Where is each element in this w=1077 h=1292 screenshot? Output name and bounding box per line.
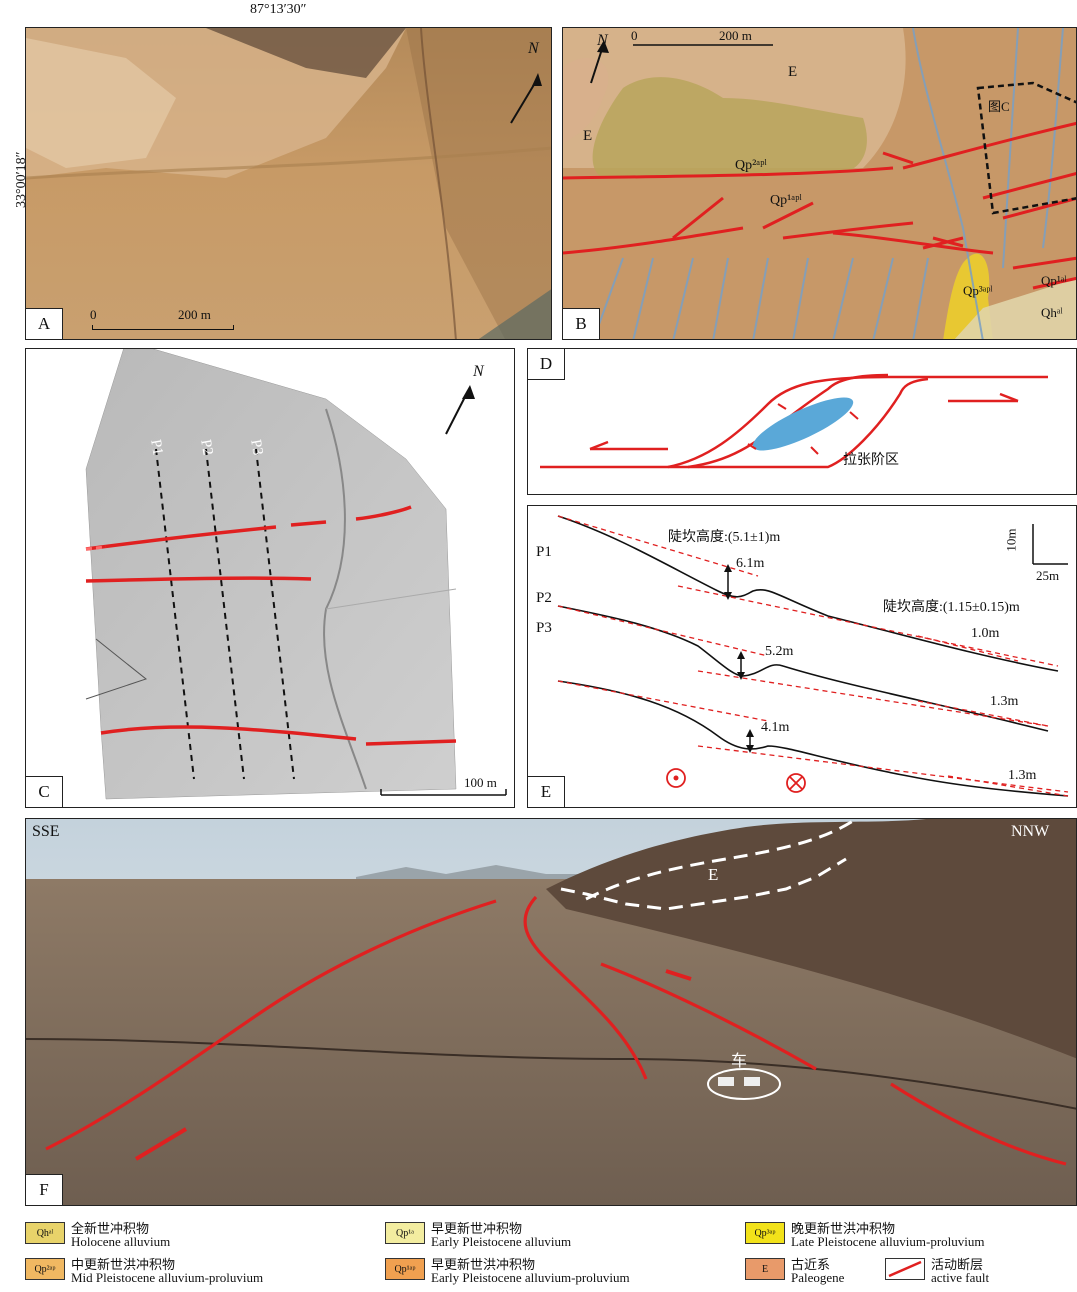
north-label: N	[597, 32, 608, 49]
panel-f-image	[26, 819, 1076, 1205]
direction-sse: SSE	[32, 823, 60, 840]
panel-a-satellite: N 0 200 m A	[25, 27, 552, 340]
car-label: 车	[731, 1051, 748, 1070]
height-p2-right: 1.3m	[990, 694, 1019, 709]
scale-label: 200 m	[178, 307, 211, 322]
height-p3-left: 4.1m	[761, 720, 790, 735]
unit-qhal: Qhᵃˡ	[1041, 305, 1063, 320]
legend-swatch: Qp²ᵃᵖ	[25, 1258, 65, 1280]
scale-horizontal: 25m	[1036, 568, 1060, 583]
legend-item-early-pleistocene-alluvium: Qp¹ᵃ 早更新世冲积物 Early Pleistocene alluvium	[385, 1222, 571, 1248]
panel-a-label: A	[26, 308, 63, 339]
scarp-height-large: 陡坎高度:(5.1±1)m	[668, 530, 781, 545]
height-p3-right: 1.3m	[1008, 768, 1037, 783]
panel-c-label: C	[26, 776, 63, 807]
north-label: N	[528, 40, 539, 57]
height-p2-left: 5.2m	[765, 644, 794, 659]
scale-zero: 0	[90, 307, 97, 322]
inset-c-label: 图C	[988, 99, 1010, 114]
legend-cn: 活动断层	[931, 1257, 984, 1272]
extensional-stepover-label: 拉张阶区	[843, 452, 899, 468]
legend-item-early-pleistocene-alluvium-proluvium: Qp¹ᵃᵖ 早更新世洪冲积物 Early Pleistocene alluvium…	[385, 1258, 630, 1284]
legend-cn: 中更新世洪冲积物	[71, 1257, 176, 1272]
panel-f-label: F	[26, 1174, 63, 1205]
panel-e-label: E	[528, 776, 565, 807]
north-label: N	[473, 363, 484, 380]
panel-a-image	[26, 28, 551, 339]
profile-p1-label: P1	[536, 544, 552, 560]
unit-qp3apl: Qp³ᵃᵖˡ	[963, 283, 993, 298]
legend-en: Late Pleistocene alluvium-proluvium	[791, 1234, 985, 1249]
legend-en: Paleogene	[791, 1270, 845, 1285]
scale-label: 200 m	[719, 28, 752, 43]
panel-b-label: B	[563, 308, 600, 339]
panel-d-label: D	[528, 349, 565, 380]
legend-swatch: Qp³ᵃᵖ	[745, 1222, 785, 1244]
legend-swatch: Qp¹ᵃ	[385, 1222, 425, 1244]
active-fault-icon	[885, 1258, 925, 1280]
panel-b-image	[563, 28, 1076, 339]
scale-label: 100 m	[464, 775, 497, 790]
legend-en: Early Pleistocene alluvium-proluvium	[431, 1270, 630, 1285]
panel-f-field-photo: SSE NNW E 车 F	[25, 818, 1077, 1206]
legend-item-mid-pleistocene-alluvium-proluvium: Qp²ᵃᵖ 中更新世洪冲积物 Mid Pleistocene alluvium-p…	[25, 1258, 263, 1284]
legend-cn: 早更新世洪冲积物	[431, 1257, 536, 1272]
profile-p1-label: P1	[147, 438, 166, 457]
scale-vertical: 10m	[1003, 528, 1019, 552]
unit-e-left: E	[583, 128, 593, 144]
panel-c-hillshade: P1 P2 P3 N 100 m C	[25, 348, 515, 808]
legend-en: Mid Pleistocene alluvium-proluvium	[71, 1270, 264, 1285]
legend-swatch: Qhᵃˡ	[25, 1222, 65, 1244]
height-p1-right: 1.0m	[971, 626, 1000, 641]
legend-item-active-fault: 活动断层 active fault	[885, 1258, 989, 1284]
legend-cn: 全新世冲积物	[71, 1221, 150, 1236]
unit-qp2apl: Qp²ᵃᵖˡ	[735, 158, 767, 173]
panel-e-chart	[557, 515, 1069, 797]
profile-p2-label: P2	[197, 438, 216, 457]
profile-p3-label: P3	[536, 620, 552, 636]
panel-d-diagram: 拉张阶区 D	[527, 348, 1077, 495]
legend-cn: 晚更新世洪冲积物	[791, 1221, 896, 1236]
legend-cn: 早更新世冲积物	[431, 1221, 523, 1236]
legend-swatch: E	[745, 1258, 785, 1280]
profile-p3-label: P3	[247, 438, 266, 457]
scale-zero: 0	[631, 28, 638, 43]
legend-swatch: Qp¹ᵃᵖ	[385, 1258, 425, 1280]
panel-e-profiles: P1 P2 P3 陡坎高度:(5.1±1)m 陡坎高度:(1.15±0.15)m…	[527, 505, 1077, 808]
scarp-height-small: 陡坎高度:(1.15±0.15)m	[883, 600, 1020, 615]
legend-item-late-pleistocene-alluvium-proluvium: Qp³ᵃᵖ 晚更新世洪冲积物 Late Pleistocene alluvium-…	[745, 1222, 985, 1248]
legend-en: active fault	[931, 1270, 990, 1285]
legend-en: Early Pleistocene alluvium	[431, 1234, 572, 1249]
panel-b-geologic-map: N 0 200 m E E Qp²ᵃᵖˡ Qp¹ᵃᵖˡ Qp³ᵃᵖˡ Qp¹ᵃˡ…	[562, 27, 1077, 340]
unit-qp1al: Qp¹ᵃˡ	[1041, 273, 1067, 288]
legend-en: Holocene alluvium	[71, 1234, 171, 1249]
unit-qp1apl: Qp¹ᵃᵖˡ	[770, 193, 802, 208]
legend-item-holocene-alluvium: Qhᵃˡ 全新世冲积物 Holocene alluvium	[25, 1222, 170, 1248]
unit-e-upper: E	[788, 64, 798, 80]
profile-p2-label: P2	[536, 590, 552, 606]
direction-nnw: NNW	[1011, 823, 1050, 840]
panel-c-image	[85, 349, 507, 800]
unit-e-label: E	[708, 865, 719, 884]
legend-cn: 古近系	[791, 1257, 831, 1272]
scale-bar	[92, 325, 234, 330]
height-p1-left: 6.1m	[736, 556, 765, 571]
longitude-label: 87°13′30″	[250, 2, 307, 17]
panel-d-sketch	[540, 373, 1048, 469]
legend-item-paleogene: E 古近系 Paleogene	[745, 1258, 844, 1284]
